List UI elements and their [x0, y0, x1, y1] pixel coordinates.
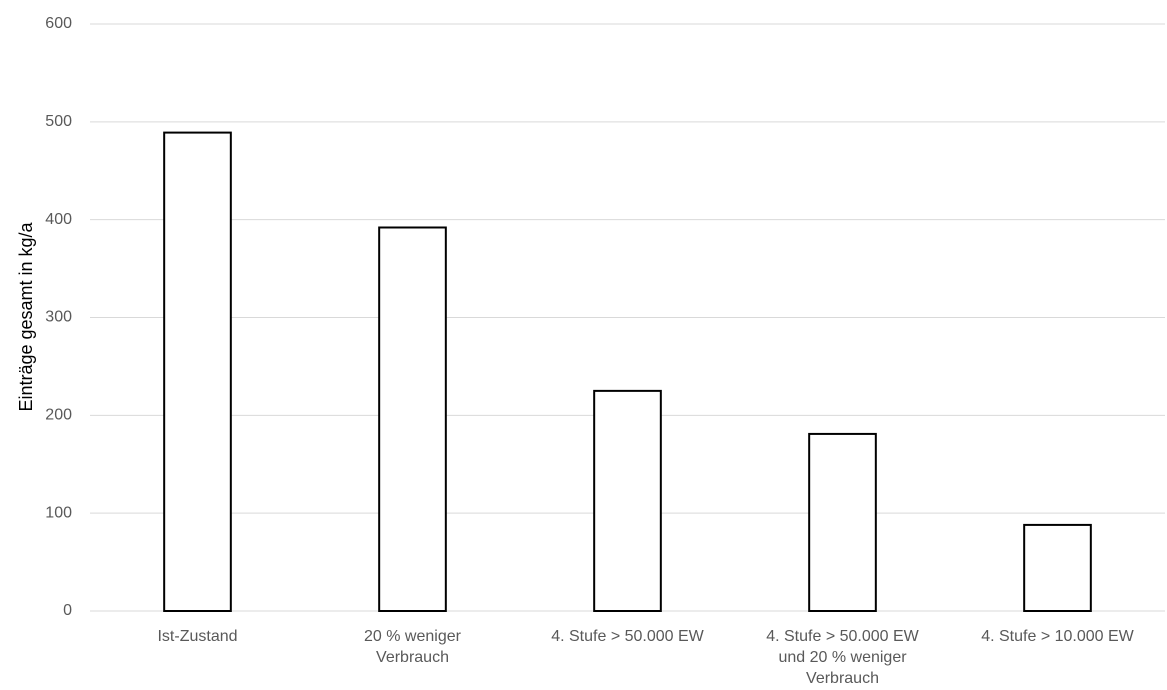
x-tick-label-line: Ist-Zustand — [157, 628, 237, 645]
y-tick-label: 600 — [45, 15, 72, 32]
x-tick-label-line: 4. Stufe > 50.000 EW — [551, 628, 704, 645]
x-tick-label-line: Verbrauch — [806, 670, 879, 687]
y-axis-title: Einträge gesamt in kg/a — [16, 221, 36, 411]
y-tick-label: 300 — [45, 309, 72, 326]
x-tick-label-line: und 20 % weniger — [778, 649, 907, 666]
y-tick-label: 200 — [45, 407, 72, 424]
x-tick-label-line: 4. Stufe > 50.000 EW — [766, 628, 919, 645]
x-tick-label: 4. Stufe > 10.000 EW — [981, 628, 1134, 645]
x-tick-label: Ist-Zustand — [157, 628, 237, 645]
x-tick-label: 4. Stufe > 50.000 EW und 20 % weniger Verb… — [766, 628, 919, 687]
bar — [808, 432, 877, 612]
x-tick-label-line: 20 % weniger — [364, 628, 462, 645]
bar — [378, 226, 447, 612]
y-axis-ticks: 0 100 200 300 400 500 600 — [45, 15, 72, 619]
y-tick-label: 500 — [45, 113, 72, 130]
x-tick-label-line: 4. Stufe > 10.000 EW — [981, 628, 1134, 645]
bars — [163, 131, 1092, 613]
y-tick-label: 100 — [45, 504, 72, 521]
x-tick-label: 4. Stufe > 50.000 EW — [551, 628, 704, 645]
y-tick-label: 0 — [63, 602, 72, 619]
x-tick-label: 20 % weniger Verbrauch — [364, 628, 462, 666]
bar — [1023, 523, 1092, 613]
bar — [593, 389, 662, 612]
x-tick-label-line: Verbrauch — [376, 649, 449, 666]
bar — [163, 131, 232, 612]
y-tick-label: 400 — [45, 211, 72, 228]
